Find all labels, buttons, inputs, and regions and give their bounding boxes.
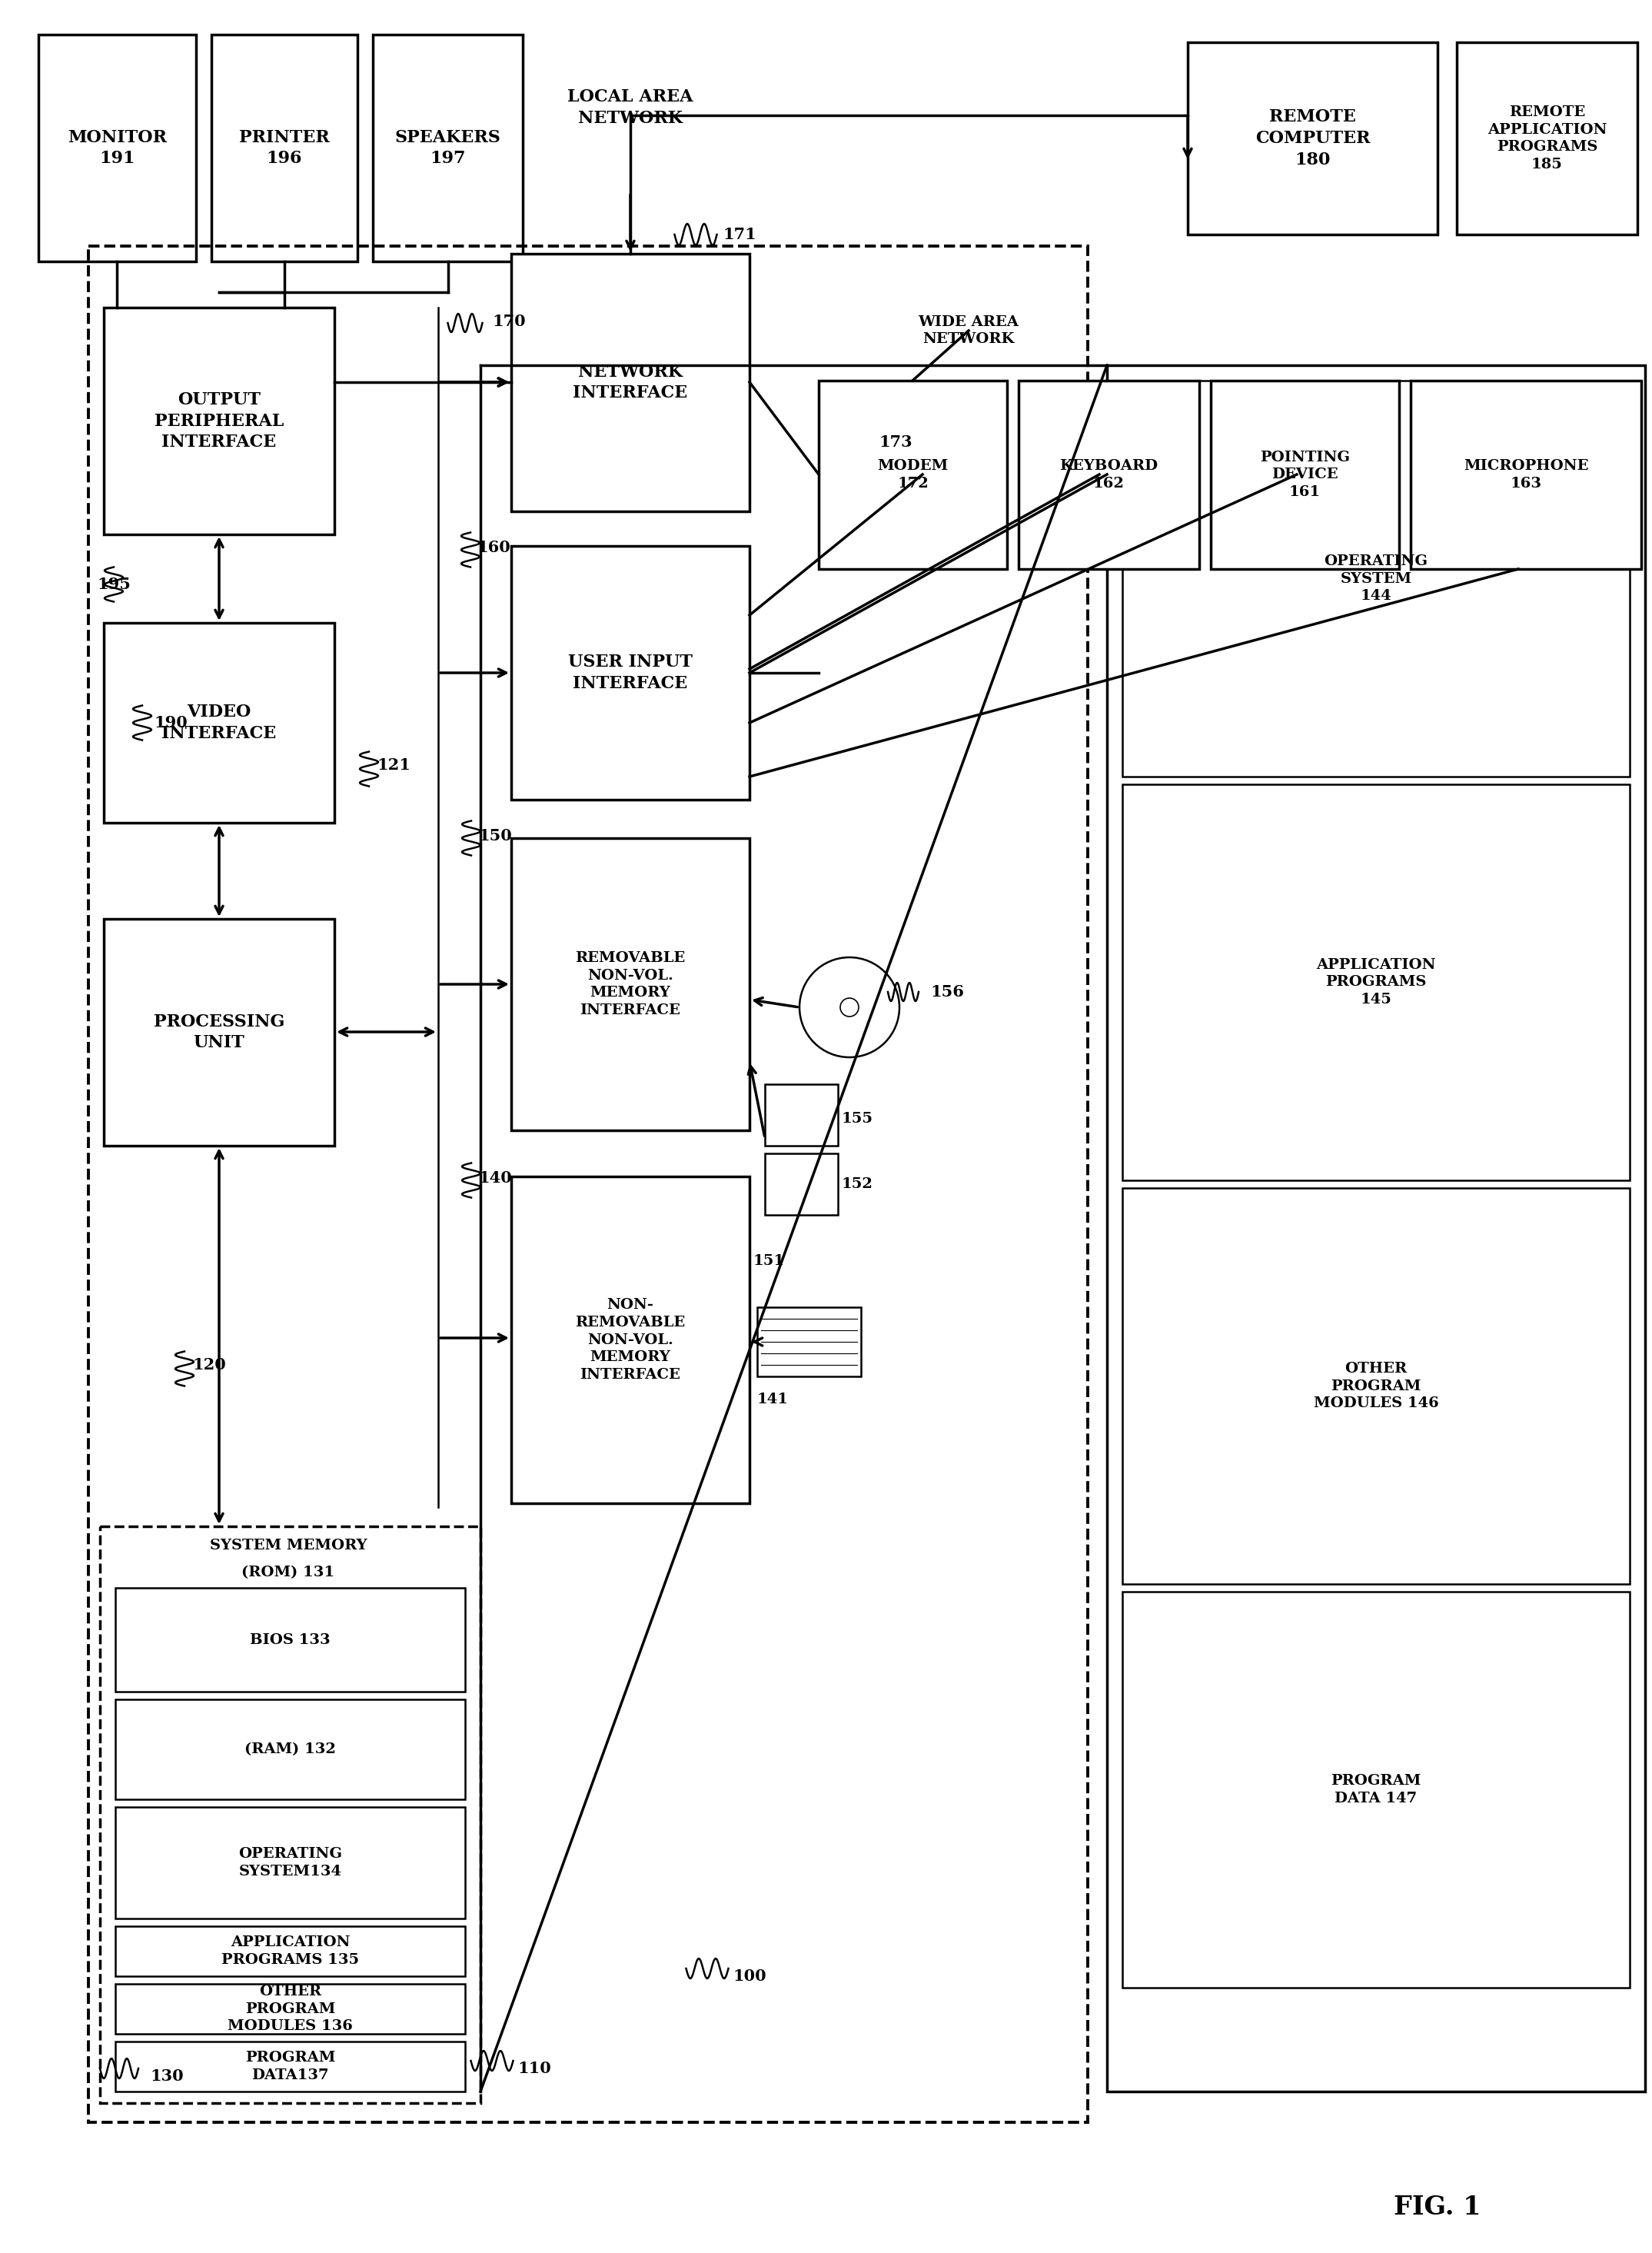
Text: SPEAKERS
197: SPEAKERS 197 bbox=[395, 128, 501, 167]
Bar bbox=[765, 1084, 838, 1147]
Text: 110: 110 bbox=[517, 2061, 552, 2077]
Text: NON-
REMOVABLE
NON-VOL.
MEMORY
INTERFACE: NON- REMOVABLE NON-VOL. MEMORY INTERFACE bbox=[575, 1298, 686, 1381]
Bar bbox=[510, 1176, 750, 1503]
Text: USER INPUT
INTERFACE: USER INPUT INTERFACE bbox=[568, 653, 692, 692]
Text: (ROM) 131: (ROM) 131 bbox=[241, 1566, 335, 1579]
Bar bbox=[116, 1926, 466, 1976]
Text: SYSTEM MEMORY: SYSTEM MEMORY bbox=[210, 1539, 367, 1552]
Bar bbox=[116, 1699, 466, 1800]
Text: BIOS 133: BIOS 133 bbox=[249, 1633, 330, 1647]
Text: 140: 140 bbox=[477, 1169, 512, 1185]
Text: 130: 130 bbox=[150, 2068, 183, 2084]
Bar bbox=[104, 309, 334, 534]
Bar bbox=[1122, 1187, 1631, 1584]
Text: REMOVABLE
NON-VOL.
MEMORY
INTERFACE: REMOVABLE NON-VOL. MEMORY INTERFACE bbox=[575, 951, 686, 1018]
Text: OPERATING
SYSTEM
144: OPERATING SYSTEM 144 bbox=[1325, 554, 1427, 604]
Bar bbox=[1188, 43, 1437, 234]
Text: MONITOR
191: MONITOR 191 bbox=[68, 128, 167, 167]
Bar bbox=[1019, 381, 1199, 570]
Text: PROCESSING
UNIT: PROCESSING UNIT bbox=[154, 1014, 284, 1052]
Bar bbox=[211, 34, 357, 261]
Bar bbox=[1411, 381, 1640, 570]
Text: PROGRAM
DATA 147: PROGRAM DATA 147 bbox=[1332, 1773, 1421, 1805]
Bar bbox=[510, 255, 750, 511]
Text: 120: 120 bbox=[192, 1356, 226, 1372]
Text: 195: 195 bbox=[97, 577, 131, 593]
Text: POINTING
DEVICE
161: POINTING DEVICE 161 bbox=[1260, 451, 1350, 500]
Text: MICROPHONE
163: MICROPHONE 163 bbox=[1464, 460, 1588, 491]
Bar bbox=[116, 2041, 466, 2091]
Bar bbox=[89, 246, 1087, 2122]
Bar bbox=[1107, 365, 1645, 2091]
Text: KEYBOARD
162: KEYBOARD 162 bbox=[1059, 460, 1158, 491]
Text: MODEM
172: MODEM 172 bbox=[877, 460, 948, 491]
Text: FIG. 1: FIG. 1 bbox=[1394, 2194, 1482, 2219]
Text: REMOTE
COMPUTER
180: REMOTE COMPUTER 180 bbox=[1256, 108, 1370, 169]
Text: 151: 151 bbox=[753, 1255, 785, 1268]
Text: 170: 170 bbox=[492, 313, 525, 329]
Bar bbox=[510, 838, 750, 1131]
Text: OTHER
PROGRAM
MODULES 136: OTHER PROGRAM MODULES 136 bbox=[228, 1985, 354, 2034]
Text: LOCAL AREA
NETWORK: LOCAL AREA NETWORK bbox=[568, 88, 694, 126]
Bar bbox=[116, 1807, 466, 1920]
Bar bbox=[1122, 784, 1631, 1181]
Text: OUTPUT
PERIPHERAL
INTERFACE: OUTPUT PERIPHERAL INTERFACE bbox=[154, 392, 284, 451]
Bar bbox=[116, 1985, 466, 2034]
Bar bbox=[373, 34, 522, 261]
Text: 190: 190 bbox=[154, 714, 187, 730]
Bar bbox=[1122, 381, 1631, 777]
Text: OTHER
PROGRAM
MODULES 146: OTHER PROGRAM MODULES 146 bbox=[1313, 1361, 1439, 1410]
Text: 100: 100 bbox=[733, 1969, 767, 1985]
Text: REMOTE
APPLICATION
PROGRAMS
185: REMOTE APPLICATION PROGRAMS 185 bbox=[1487, 106, 1607, 171]
Text: 156: 156 bbox=[930, 985, 963, 1000]
Bar bbox=[1457, 43, 1637, 234]
Bar bbox=[510, 545, 750, 800]
Text: 155: 155 bbox=[843, 1113, 874, 1126]
Bar bbox=[1122, 1591, 1631, 1987]
Bar bbox=[116, 1588, 466, 1692]
Text: (RAM) 132: (RAM) 132 bbox=[244, 1742, 335, 1757]
Bar bbox=[104, 622, 334, 822]
Bar bbox=[104, 919, 334, 1147]
Text: PROGRAM
DATA137: PROGRAM DATA137 bbox=[244, 2050, 335, 2082]
Text: 141: 141 bbox=[757, 1392, 788, 1406]
Text: OPERATING
SYSTEM134: OPERATING SYSTEM134 bbox=[238, 1847, 342, 1879]
Text: APPLICATION
PROGRAMS 135: APPLICATION PROGRAMS 135 bbox=[221, 1935, 358, 1967]
Text: 121: 121 bbox=[377, 757, 410, 773]
Text: 152: 152 bbox=[843, 1178, 874, 1192]
Bar bbox=[757, 1307, 861, 1377]
Text: APPLICATION
PROGRAMS
145: APPLICATION PROGRAMS 145 bbox=[1317, 958, 1436, 1007]
Text: WIDE AREA
NETWORK: WIDE AREA NETWORK bbox=[919, 315, 1019, 347]
Text: 171: 171 bbox=[722, 228, 757, 243]
Bar bbox=[819, 381, 1008, 570]
Bar bbox=[1211, 381, 1399, 570]
Text: VIDEO
INTERFACE: VIDEO INTERFACE bbox=[162, 703, 276, 741]
Bar bbox=[765, 1154, 838, 1214]
Text: 160: 160 bbox=[477, 541, 510, 554]
Bar bbox=[99, 1525, 481, 2102]
Bar bbox=[38, 34, 197, 261]
Text: PRINTER
196: PRINTER 196 bbox=[240, 128, 330, 167]
Text: 173: 173 bbox=[879, 435, 912, 451]
Text: 150: 150 bbox=[477, 829, 512, 843]
Text: NETWORK
INTERFACE: NETWORK INTERFACE bbox=[573, 363, 687, 401]
